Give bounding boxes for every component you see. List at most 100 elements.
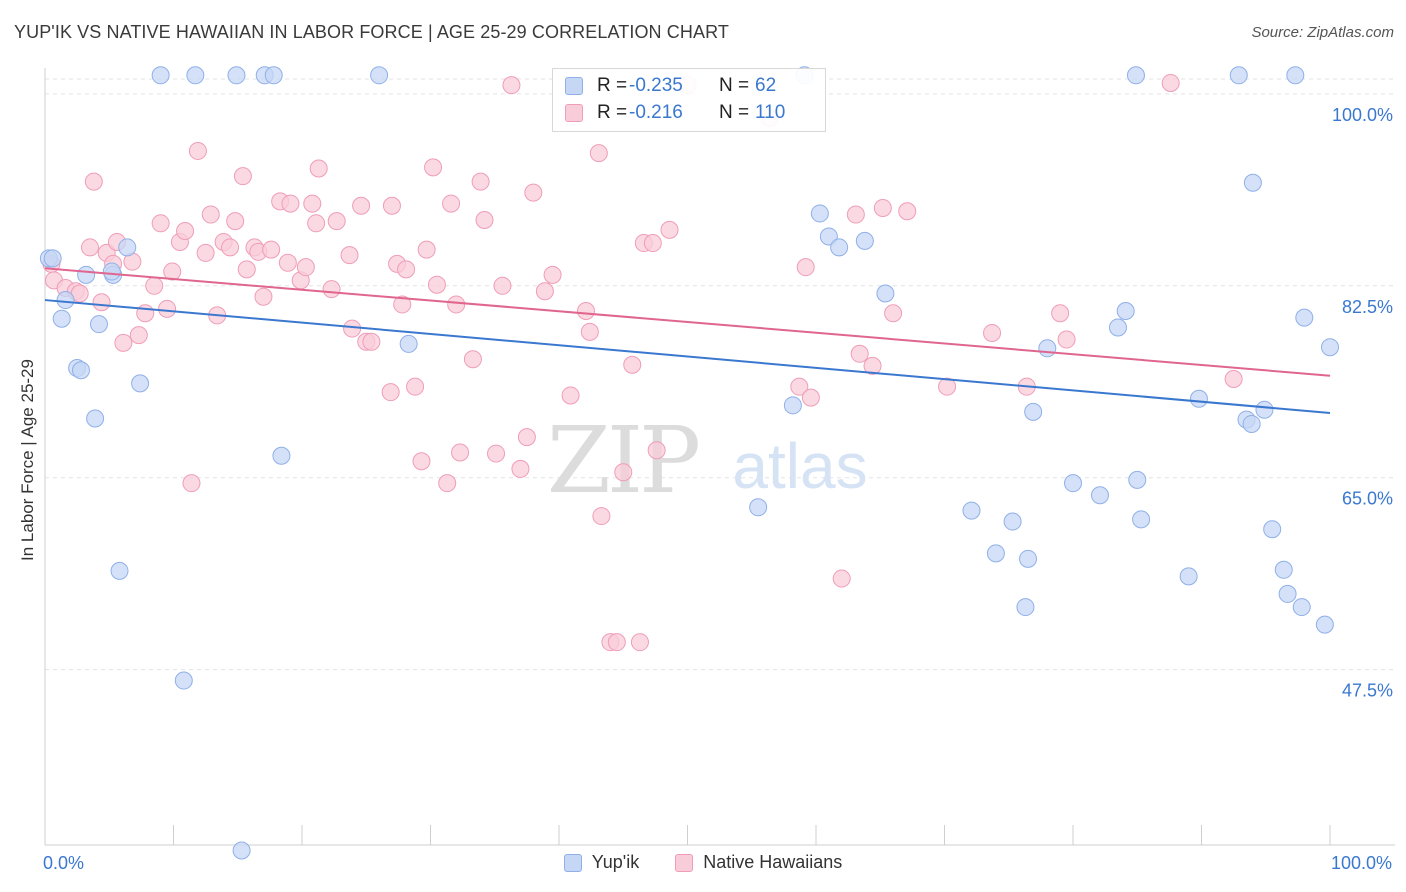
native-hawaiians-point bbox=[1161, 73, 1180, 92]
native-hawaiians-point bbox=[576, 302, 595, 321]
yupik-point bbox=[1274, 560, 1293, 579]
yupik-trend-line bbox=[44, 299, 1331, 414]
native-hawaiians-point bbox=[561, 386, 580, 405]
native-hawaiians-point bbox=[182, 474, 201, 493]
yupik-point bbox=[1263, 520, 1282, 539]
tick-labels: 100.0% 82.5% 65.0% 47.5% 0.0% 100.0% bbox=[43, 105, 1393, 873]
y-tick-label: 47.5% bbox=[1342, 681, 1393, 701]
native-hawaiians-point bbox=[647, 441, 666, 460]
legend-n-label: N = bbox=[719, 102, 750, 123]
native-hawaiians-point bbox=[884, 304, 903, 323]
yupik-point bbox=[77, 265, 96, 284]
yupik-point bbox=[1292, 598, 1311, 617]
yupik-point bbox=[272, 446, 291, 465]
native-hawaiians-point bbox=[417, 240, 436, 259]
native-hawaiians-point bbox=[493, 276, 512, 295]
native-hawaiians-point bbox=[92, 293, 111, 312]
native-hawaiians-point bbox=[221, 238, 240, 257]
native-hawaiians-point bbox=[524, 183, 543, 202]
native-hawaiians-point bbox=[201, 205, 220, 224]
native-hawaiians-point bbox=[643, 234, 662, 253]
native-hawaiians-point bbox=[226, 212, 245, 231]
source-label: Source: ZipAtlas.com bbox=[1251, 24, 1394, 41]
native-hawaiians-point bbox=[362, 332, 381, 351]
native-hawaiians-point bbox=[463, 350, 482, 369]
native-hawaiians-point bbox=[898, 202, 917, 221]
correlation-legend: R = -0.235 N = 62 R = -0.216 N = 110 bbox=[552, 68, 826, 132]
legend-r-value-native-hawaiians: -0.216 bbox=[629, 102, 683, 123]
yupik-point bbox=[876, 284, 895, 303]
yupik-point bbox=[830, 238, 849, 257]
native-hawaiians-point bbox=[163, 262, 182, 281]
yupik-point bbox=[819, 227, 838, 246]
native-hawaiians-point bbox=[188, 141, 207, 160]
yupik-point bbox=[1024, 402, 1043, 421]
native-hawaiians-point bbox=[307, 214, 326, 233]
native-hawaiians-point bbox=[983, 323, 1002, 342]
legend-row-yupik: R = -0.235 N = 62 bbox=[565, 74, 776, 98]
native-hawaiians-point bbox=[129, 326, 148, 345]
yupik-point bbox=[1016, 598, 1035, 617]
legend-r-label: R = bbox=[597, 75, 628, 96]
yupik-point bbox=[1126, 66, 1145, 85]
native-hawaiians-point bbox=[471, 172, 490, 191]
yupik-point bbox=[962, 501, 981, 520]
native-hawaiians-point bbox=[938, 377, 957, 396]
yupik-point bbox=[399, 334, 418, 353]
watermark: ZIP atlas bbox=[547, 407, 868, 514]
yupik-point bbox=[783, 396, 802, 415]
chart-title: YUP'IK VS NATIVE HAWAIIAN IN LABOR FORCE… bbox=[14, 22, 729, 42]
yupik-point bbox=[86, 409, 105, 428]
native-hawaiians-point bbox=[801, 388, 820, 407]
yupik-points bbox=[39, 66, 1339, 860]
legend-label-yupik: Yup'ik bbox=[591, 852, 640, 872]
yupik-point bbox=[89, 315, 108, 334]
native-hawaiians-point bbox=[151, 214, 170, 233]
yupik-point bbox=[749, 498, 768, 517]
pink-swatch-icon bbox=[675, 853, 694, 872]
native-hawaiians-point bbox=[254, 287, 273, 306]
native-hawaiians-point bbox=[114, 333, 133, 352]
native-hawaiians-point bbox=[790, 377, 809, 396]
native-hawaiians-point bbox=[381, 383, 400, 402]
native-hawaiians-point bbox=[630, 633, 649, 652]
legend-n-label: N = bbox=[719, 75, 750, 96]
yupik-point bbox=[1295, 308, 1314, 327]
legend-item-native-hawaiians[interactable]: Native Hawaiians bbox=[675, 852, 842, 873]
legend-item-yupik[interactable]: Yup'ik bbox=[563, 852, 640, 873]
native-hawaiians-point bbox=[296, 258, 315, 277]
native-hawaiians-point bbox=[278, 253, 297, 272]
native-hawaiians-point bbox=[281, 194, 300, 213]
yupik-point bbox=[174, 671, 193, 690]
yupik-point bbox=[1321, 338, 1339, 357]
blue-swatch-icon bbox=[565, 77, 583, 95]
native-hawaiians-point bbox=[796, 258, 815, 277]
watermark-zip: ZIP bbox=[547, 407, 698, 514]
yupik-point bbox=[370, 66, 389, 85]
native-hawaiians-point bbox=[660, 220, 679, 239]
legend-r-value-yupik: -0.235 bbox=[629, 75, 683, 96]
native-hawaiians-point bbox=[1224, 370, 1243, 389]
native-hawaiians-point bbox=[451, 443, 470, 462]
native-hawaiians-point bbox=[475, 211, 494, 230]
native-hawaiians-point bbox=[145, 276, 164, 295]
yupik-point bbox=[986, 544, 1005, 563]
native-hawaiians-point bbox=[447, 295, 466, 314]
yupik-point bbox=[186, 66, 205, 85]
yupik-point bbox=[1286, 66, 1305, 85]
yupik-point bbox=[71, 361, 90, 380]
native-hawaiians-point bbox=[262, 240, 281, 259]
native-hawaiians-points bbox=[42, 73, 1243, 652]
yupik-point bbox=[1242, 414, 1261, 433]
legend-row-native-hawaiians: R = -0.216 N = 110 bbox=[565, 101, 785, 125]
native-hawaiians-point bbox=[309, 159, 328, 178]
native-hawaiians-point bbox=[1051, 304, 1070, 323]
yupik-point bbox=[151, 66, 170, 85]
native-hawaiians-point bbox=[511, 459, 530, 478]
yupik-point bbox=[227, 66, 246, 85]
yupik-point bbox=[1229, 66, 1248, 85]
native-hawaiians-point bbox=[607, 633, 626, 652]
yupik-point bbox=[56, 291, 75, 310]
native-hawaiians-point bbox=[846, 205, 865, 224]
yupik-point bbox=[102, 262, 121, 281]
